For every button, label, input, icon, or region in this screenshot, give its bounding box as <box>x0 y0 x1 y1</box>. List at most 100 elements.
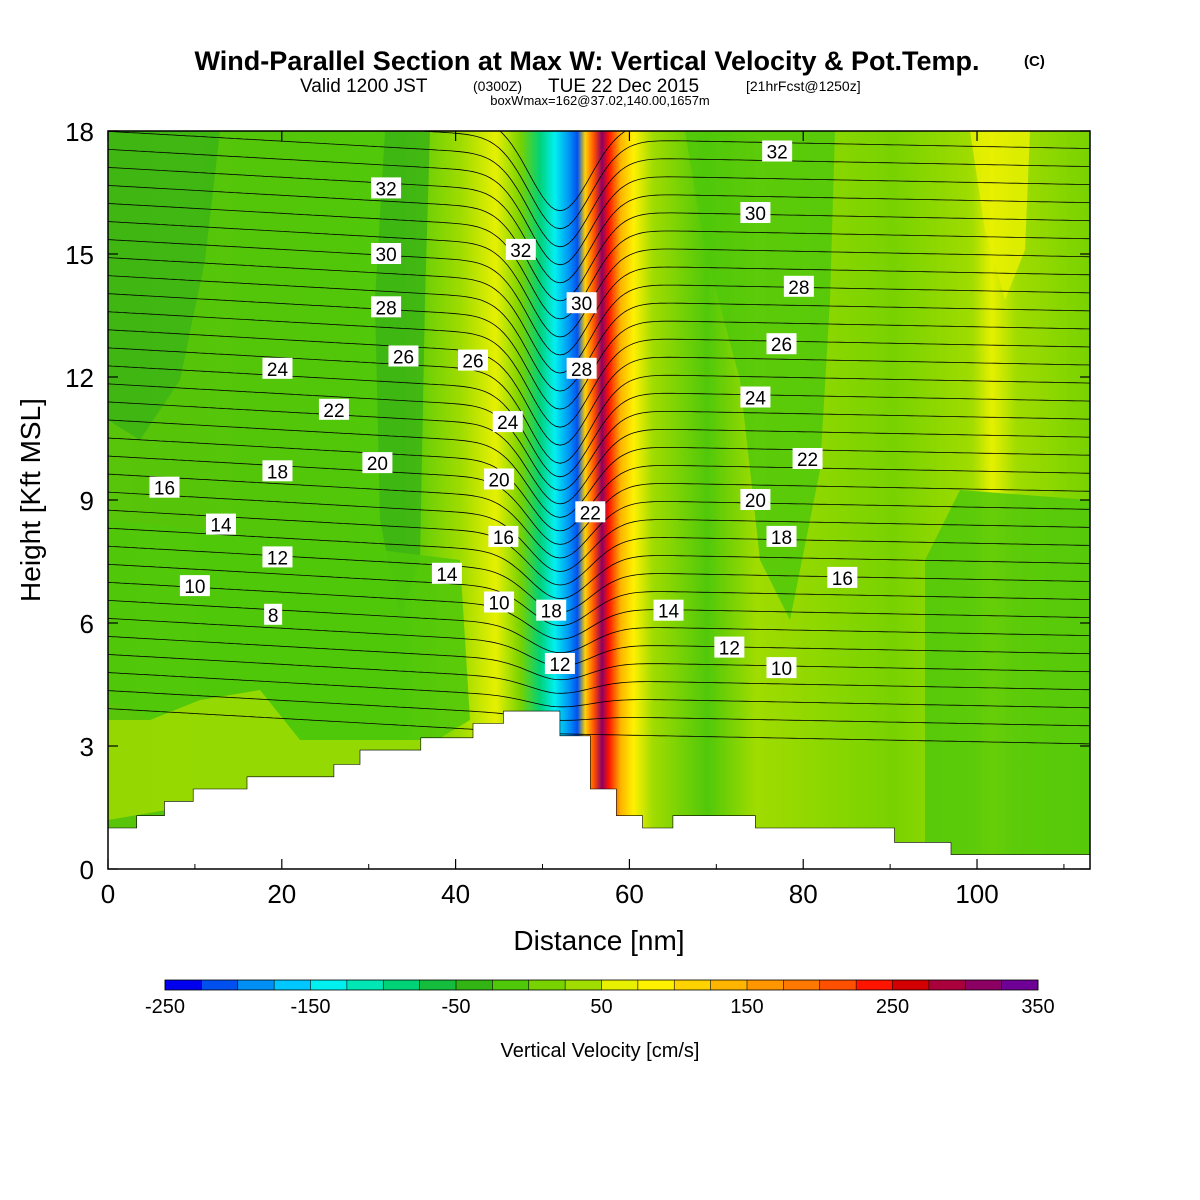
patch-right-low <box>925 490 1090 869</box>
svg-text:26: 26 <box>393 348 414 369</box>
svg-text:10: 10 <box>488 594 509 615</box>
svg-text:10: 10 <box>184 577 205 598</box>
theta-contour <box>108 257 1090 374</box>
colorbar-swatch <box>565 980 602 990</box>
theta-contour-label: 8 <box>264 603 283 627</box>
theta-contour-label: 24 <box>740 386 771 410</box>
theta-contour <box>108 347 1090 464</box>
forecast-info: [21hrFcst@1250z] <box>746 78 861 94</box>
colorbar-swatch <box>601 980 639 990</box>
svg-text:28: 28 <box>571 360 592 381</box>
x-tick-label: 100 <box>955 879 998 909</box>
colorbar-swatch <box>1001 980 1039 990</box>
svg-text:28: 28 <box>788 278 809 299</box>
svg-text:22: 22 <box>797 450 818 471</box>
svg-text:26: 26 <box>462 352 483 373</box>
theta-contour <box>108 275 1090 392</box>
theta-contour-label: 30 <box>566 292 597 315</box>
theta-contour-label: 24 <box>492 411 523 434</box>
theta-contour-label: 12 <box>544 653 575 676</box>
colorbar-swatch <box>310 980 348 990</box>
svg-text:18: 18 <box>771 528 792 549</box>
colorbar-tick-label: 150 <box>730 996 763 1018</box>
theta-contour-label: 18 <box>536 599 567 623</box>
svg-text:30: 30 <box>571 294 592 315</box>
colorbar-tick-label: 350 <box>1021 996 1054 1018</box>
theta-contour-label: 22 <box>792 448 823 471</box>
theta-contour-label: 14 <box>653 599 684 623</box>
colorbar-swatch <box>165 980 202 990</box>
y-axis-label: Height [Kft MSL] <box>15 398 46 602</box>
svg-text:18: 18 <box>267 462 288 483</box>
x-tick-label: 60 <box>615 879 644 909</box>
x-tick-label: 0 <box>101 879 115 909</box>
theta-contour <box>108 203 1090 320</box>
colorbar-swatch <box>892 980 930 990</box>
box-wmax-info: boxWmax=162@37.02,140.00,1657m <box>490 93 710 108</box>
theta-contour <box>108 690 1090 727</box>
valid-prefix: Valid 1200 JST <box>300 76 428 97</box>
svg-text:14: 14 <box>210 516 232 537</box>
theta-contour <box>108 563 1090 627</box>
colorbar-swatch <box>710 980 748 990</box>
theta-contour <box>108 239 1090 356</box>
theta-contour <box>108 419 1090 518</box>
theta-contour-label: 10 <box>766 657 797 680</box>
svg-text:16: 16 <box>493 528 514 549</box>
theta-contour <box>499 131 627 212</box>
colorbar-tick-label: 250 <box>876 996 909 1018</box>
theta-contour-label: 30 <box>371 243 402 266</box>
svg-text:30: 30 <box>376 245 397 266</box>
theta-contour-label: 20 <box>362 452 393 475</box>
patch-right-mid <box>685 131 835 620</box>
theta-contour-label: 18 <box>262 460 293 483</box>
valid-utc: (0300Z) <box>473 78 522 94</box>
theta-contour <box>108 311 1090 428</box>
svg-text:24: 24 <box>267 360 289 381</box>
colorbar-swatch <box>965 980 1002 990</box>
svg-text:26: 26 <box>771 335 792 356</box>
theta-contour-label: 10 <box>484 591 515 615</box>
theta-contour <box>108 221 1090 338</box>
copyright-mark: (C) <box>1024 53 1045 70</box>
theta-contour <box>108 185 1090 302</box>
x-tick-label: 40 <box>441 879 470 909</box>
theta-contour-label: 16 <box>488 525 519 549</box>
svg-text:28: 28 <box>376 298 397 319</box>
theta-contour-label: 14 <box>205 513 236 537</box>
theta-contour <box>108 636 1090 681</box>
colorbar-swatch <box>274 980 311 990</box>
theta-contour-label: 14 <box>431 562 462 586</box>
theta-contour-label: 20 <box>484 468 515 492</box>
theta-contour-label: 16 <box>149 476 180 500</box>
svg-text:16: 16 <box>832 569 853 590</box>
svg-text:12: 12 <box>549 655 570 676</box>
valid-time-line: Valid 1200 JST (0300Z) TUE 22 Dec 2015 [… <box>300 76 861 97</box>
x-tick-label: 80 <box>789 879 818 909</box>
svg-text:30: 30 <box>745 204 766 225</box>
colorbar-swatch <box>637 980 675 990</box>
colorbar-swatch <box>346 980 384 990</box>
colorbar-swatch <box>201 980 239 990</box>
theta-contour-label: 32 <box>505 238 536 262</box>
svg-text:8: 8 <box>268 606 279 627</box>
theta-contour-label: 28 <box>371 296 402 319</box>
svg-text:32: 32 <box>510 241 531 262</box>
svg-text:32: 32 <box>767 143 788 164</box>
theta-contour <box>108 437 1090 532</box>
y-tick-label: 3 <box>80 732 94 762</box>
theta-contour <box>413 131 1090 230</box>
theta-contour-label: 18 <box>766 525 797 549</box>
colorbar-swatch <box>856 980 893 990</box>
svg-text:24: 24 <box>745 389 767 410</box>
svg-text:14: 14 <box>436 565 458 586</box>
theta-contour-label: 22 <box>575 501 606 524</box>
theta-contour <box>108 131 1090 248</box>
colorbar-tick-label: -150 <box>290 996 330 1018</box>
patch-yellow-top <box>970 131 1030 300</box>
theta-contour-label: 32 <box>762 140 793 164</box>
svg-text:20: 20 <box>367 454 388 475</box>
theta-contour-label: 22 <box>318 398 349 422</box>
theta-contour-label: 32 <box>371 177 402 200</box>
